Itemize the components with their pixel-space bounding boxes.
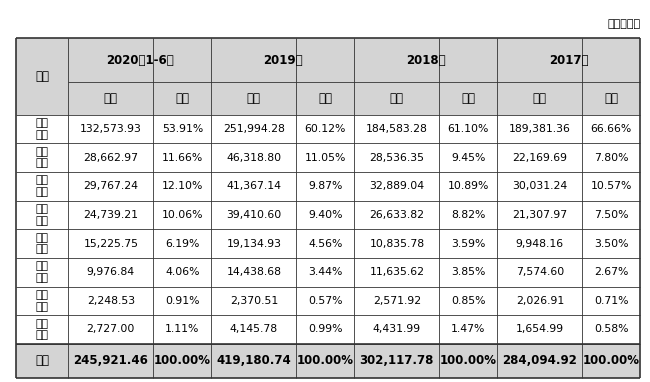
Text: 金额: 金额: [390, 92, 404, 105]
Text: 100.00%: 100.00%: [583, 354, 640, 367]
Text: 2,571.92: 2,571.92: [373, 296, 421, 306]
Text: 0.58%: 0.58%: [594, 324, 629, 335]
Text: 9.45%: 9.45%: [451, 152, 486, 163]
Text: 32,889.04: 32,889.04: [369, 181, 424, 191]
Text: 2.67%: 2.67%: [594, 267, 629, 277]
Text: 66.66%: 66.66%: [591, 124, 632, 134]
Text: 2,370.51: 2,370.51: [229, 296, 278, 306]
Text: 2018年: 2018年: [406, 53, 445, 67]
Text: 占比: 占比: [318, 92, 332, 105]
Text: 46,318.80: 46,318.80: [226, 152, 281, 163]
Text: 3.44%: 3.44%: [308, 267, 343, 277]
Text: 41,367.14: 41,367.14: [226, 181, 281, 191]
Text: 2020年1-6月: 2020年1-6月: [106, 53, 174, 67]
Text: 2017年: 2017年: [549, 53, 588, 67]
Text: 302,117.78: 302,117.78: [359, 354, 434, 367]
Text: 占比: 占比: [176, 92, 189, 105]
Text: 251,994.28: 251,994.28: [223, 124, 285, 134]
Text: 7.50%: 7.50%: [594, 210, 629, 220]
Text: 9.87%: 9.87%: [308, 181, 343, 191]
Text: 华中
区域: 华中 区域: [36, 147, 49, 168]
Text: 189,381.36: 189,381.36: [509, 124, 571, 134]
Text: 0.99%: 0.99%: [308, 324, 343, 335]
Text: 10.89%: 10.89%: [448, 181, 489, 191]
Text: 2,248.53: 2,248.53: [87, 296, 135, 306]
Text: 100.00%: 100.00%: [154, 354, 211, 367]
Text: 30,031.24: 30,031.24: [512, 181, 567, 191]
Text: 2,026.91: 2,026.91: [515, 296, 564, 306]
Text: 合计: 合计: [35, 354, 49, 367]
Text: 4.56%: 4.56%: [308, 238, 343, 249]
Text: 华北
区域: 华北 区域: [36, 261, 49, 283]
Text: 0.91%: 0.91%: [165, 296, 200, 306]
Text: 22,169.69: 22,169.69: [512, 152, 567, 163]
Text: 61.10%: 61.10%: [448, 124, 489, 134]
Text: 419,180.74: 419,180.74: [216, 354, 291, 367]
Text: 1.11%: 1.11%: [165, 324, 200, 335]
Text: 28,662.97: 28,662.97: [83, 152, 138, 163]
Text: 29,767.24: 29,767.24: [83, 181, 138, 191]
Text: 21,307.97: 21,307.97: [512, 210, 567, 220]
Text: 4,431.99: 4,431.99: [373, 324, 421, 335]
Text: 9,948.16: 9,948.16: [516, 238, 564, 249]
Text: 60.12%: 60.12%: [305, 124, 346, 134]
Text: 10.57%: 10.57%: [591, 181, 632, 191]
Text: 占比: 占比: [462, 92, 475, 105]
Text: 100.00%: 100.00%: [297, 354, 354, 367]
Text: 10.06%: 10.06%: [162, 210, 203, 220]
Text: 1,654.99: 1,654.99: [516, 324, 564, 335]
Text: 14,438.68: 14,438.68: [226, 267, 281, 277]
Text: 0.57%: 0.57%: [308, 296, 343, 306]
Text: 26,633.82: 26,633.82: [369, 210, 424, 220]
Text: 3.59%: 3.59%: [451, 238, 486, 249]
Text: 金额: 金额: [533, 92, 547, 105]
Text: 245,921.46: 245,921.46: [73, 354, 148, 367]
Text: 金额: 金额: [247, 92, 261, 105]
Text: 0.71%: 0.71%: [594, 296, 629, 306]
Text: 区域: 区域: [35, 70, 49, 83]
Text: 北方
区域: 北方 区域: [36, 290, 49, 312]
Text: 11,635.62: 11,635.62: [369, 267, 424, 277]
Text: 9.40%: 9.40%: [308, 210, 343, 220]
Text: 284,094.92: 284,094.92: [502, 354, 577, 367]
Text: 2,727.00: 2,727.00: [86, 324, 135, 335]
Text: 0.85%: 0.85%: [451, 296, 486, 306]
Text: 11.05%: 11.05%: [305, 152, 346, 163]
Text: 11.66%: 11.66%: [162, 152, 203, 163]
Text: 184,583.28: 184,583.28: [366, 124, 428, 134]
Text: 单位：万元: 单位：万元: [607, 19, 640, 29]
Text: 10,835.78: 10,835.78: [369, 238, 424, 249]
Text: 15,225.75: 15,225.75: [83, 238, 138, 249]
Text: 广西
区域: 广西 区域: [36, 175, 49, 197]
Bar: [16, 344, 640, 378]
Text: 12.10%: 12.10%: [162, 181, 203, 191]
Text: 132,573.93: 132,573.93: [80, 124, 142, 134]
Text: 4,145.78: 4,145.78: [230, 324, 278, 335]
Text: 4.06%: 4.06%: [165, 267, 200, 277]
Text: 华东
区域: 华东 区域: [36, 204, 49, 226]
Text: 线上
销售: 线上 销售: [36, 319, 49, 340]
Text: 39,410.60: 39,410.60: [226, 210, 281, 220]
Text: 占比: 占比: [604, 92, 618, 105]
Text: 3.50%: 3.50%: [594, 238, 629, 249]
Text: 2019年: 2019年: [263, 53, 302, 67]
Text: 9,976.84: 9,976.84: [87, 267, 135, 277]
Text: 1.47%: 1.47%: [451, 324, 486, 335]
Text: 6.19%: 6.19%: [165, 238, 200, 249]
Text: 19,134.93: 19,134.93: [226, 238, 281, 249]
Text: 8.82%: 8.82%: [451, 210, 486, 220]
Text: 24,739.21: 24,739.21: [83, 210, 138, 220]
Text: 28,536.35: 28,536.35: [369, 152, 424, 163]
Text: 100.00%: 100.00%: [440, 354, 497, 367]
Text: 广东
区域: 广东 区域: [36, 118, 49, 140]
Text: 53.91%: 53.91%: [162, 124, 203, 134]
Text: 3.85%: 3.85%: [451, 267, 486, 277]
Text: 7,574.60: 7,574.60: [515, 267, 564, 277]
Text: 西南
区域: 西南 区域: [36, 233, 49, 254]
Text: 7.80%: 7.80%: [594, 152, 629, 163]
Text: 金额: 金额: [104, 92, 118, 105]
